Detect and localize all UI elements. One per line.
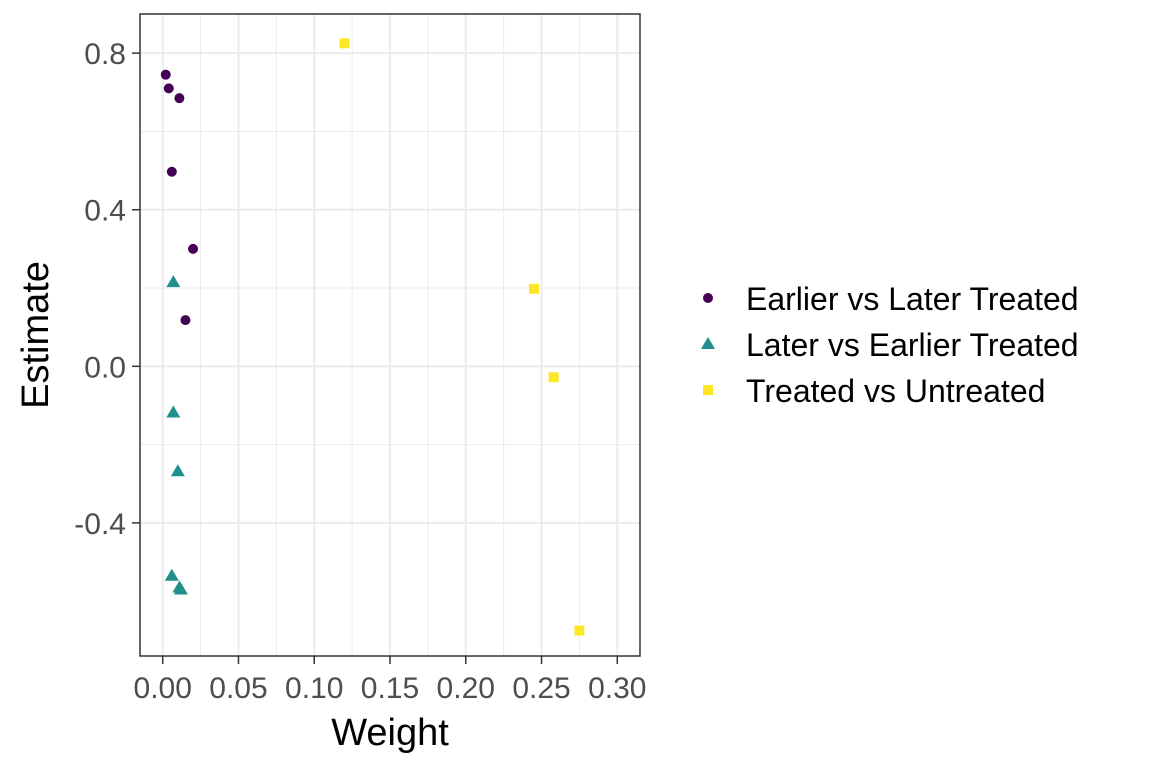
point-later-vs-earlier-treated [164, 568, 179, 581]
point-later-vs-earlier-treated [166, 405, 181, 418]
legend-key-treated-vs-untreated [703, 385, 713, 395]
x-tick-label: 0.05 [209, 672, 267, 705]
point-treated-vs-untreated [528, 283, 539, 294]
legend-label-treated-vs-untreated: Treated vs Untreated [746, 373, 1045, 409]
x-axis-title: Weight [331, 712, 449, 754]
legend-key-later-vs-earlier-treated [701, 337, 715, 349]
legend: Earlier vs Later Treated Later vs Earlier… [701, 281, 1079, 409]
axis-ticks: 0.00 0.05 0.10 0.15 0.20 0.25 0.30 0.8 0.4 0.0 -0.… [74, 38, 646, 705]
point-earlier-vs-later-treated [188, 243, 199, 254]
x-tick-label: 0.25 [512, 672, 570, 705]
point-earlier-vs-later-treated [160, 69, 171, 80]
plot-border [139, 13, 641, 657]
x-tick-label: 0.15 [361, 672, 419, 705]
x-tick-label: 0.10 [285, 672, 343, 705]
point-later-vs-earlier-treated [173, 582, 188, 595]
legend-label-earlier-vs-later-treated: Earlier vs Later Treated [746, 281, 1079, 317]
point-earlier-vs-later-treated [174, 93, 185, 104]
x-tick-label: 0.30 [588, 672, 646, 705]
legend-label-later-vs-earlier-treated: Later vs Earlier Treated [746, 327, 1079, 363]
grid-lines [140, 14, 640, 656]
point-treated-vs-untreated [339, 38, 350, 49]
data-points [160, 38, 585, 636]
y-tick-label: 0.4 [84, 195, 126, 228]
point-earlier-vs-later-treated [180, 315, 191, 326]
legend-key-earlier-vs-later-treated [703, 293, 713, 303]
x-tick-label: 0.20 [437, 672, 495, 705]
point-treated-vs-untreated [548, 372, 559, 383]
point-earlier-vs-later-treated [166, 166, 177, 177]
point-treated-vs-untreated [574, 625, 585, 636]
y-tick-label: -0.4 [74, 508, 126, 541]
y-axis-title: Estimate [15, 261, 57, 409]
y-tick-label: 0.8 [84, 38, 126, 71]
x-tick-label: 0.00 [134, 672, 192, 705]
point-earlier-vs-later-treated [163, 83, 174, 94]
point-later-vs-earlier-treated [170, 464, 185, 477]
point-later-vs-earlier-treated [166, 275, 181, 288]
y-tick-label: 0.0 [84, 351, 126, 384]
